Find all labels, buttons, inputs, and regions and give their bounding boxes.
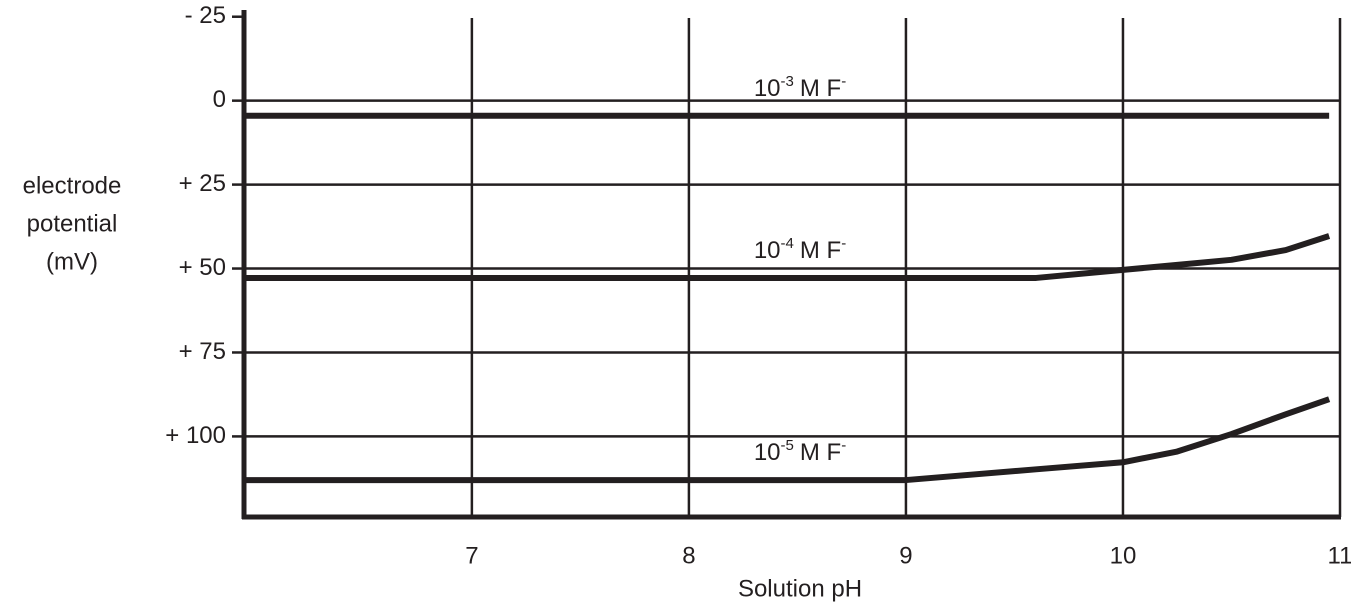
series-line <box>244 396 1331 484</box>
label-charge: - <box>841 437 846 454</box>
label-base: 10 <box>754 75 781 102</box>
x-tick-label: 9 <box>899 542 912 569</box>
y-axis-label: electrode <box>23 172 122 199</box>
series-label: 10-3 M F- <box>754 73 846 102</box>
label-exponent: -4 <box>781 235 794 252</box>
label-base: 10 <box>754 237 781 264</box>
label-charge: - <box>841 73 846 90</box>
y-tick-label: + 100 <box>165 422 226 449</box>
y-axis-label: (mV) <box>46 248 98 275</box>
x-tick-label: 10 <box>1110 542 1137 569</box>
label-charge: - <box>841 235 846 252</box>
x-tick-label: 7 <box>465 542 478 569</box>
x-tick-label: 8 <box>682 542 695 569</box>
x-tick-label: 11 <box>1328 542 1351 569</box>
y-tick-label: + 50 <box>179 254 226 281</box>
y-tick-label: + 25 <box>179 170 226 197</box>
y-tick-label: - 25 <box>185 2 226 29</box>
label-base: 10 <box>754 439 781 466</box>
series-line <box>244 233 1331 281</box>
y-tick-label: + 75 <box>179 338 226 365</box>
label-unit: M F <box>800 75 841 102</box>
series-label: 10-4 M F- <box>754 235 846 264</box>
series-label: 10-5 M F- <box>754 437 846 466</box>
label-unit: M F <box>800 439 841 466</box>
x-axis-label: Solution pH <box>738 575 862 602</box>
label-exponent: -3 <box>781 73 794 90</box>
y-axis-label: potential <box>27 210 118 237</box>
label-exponent: -5 <box>781 437 794 454</box>
label-unit: M F <box>800 237 841 264</box>
y-tick-label: 0 <box>213 86 226 113</box>
